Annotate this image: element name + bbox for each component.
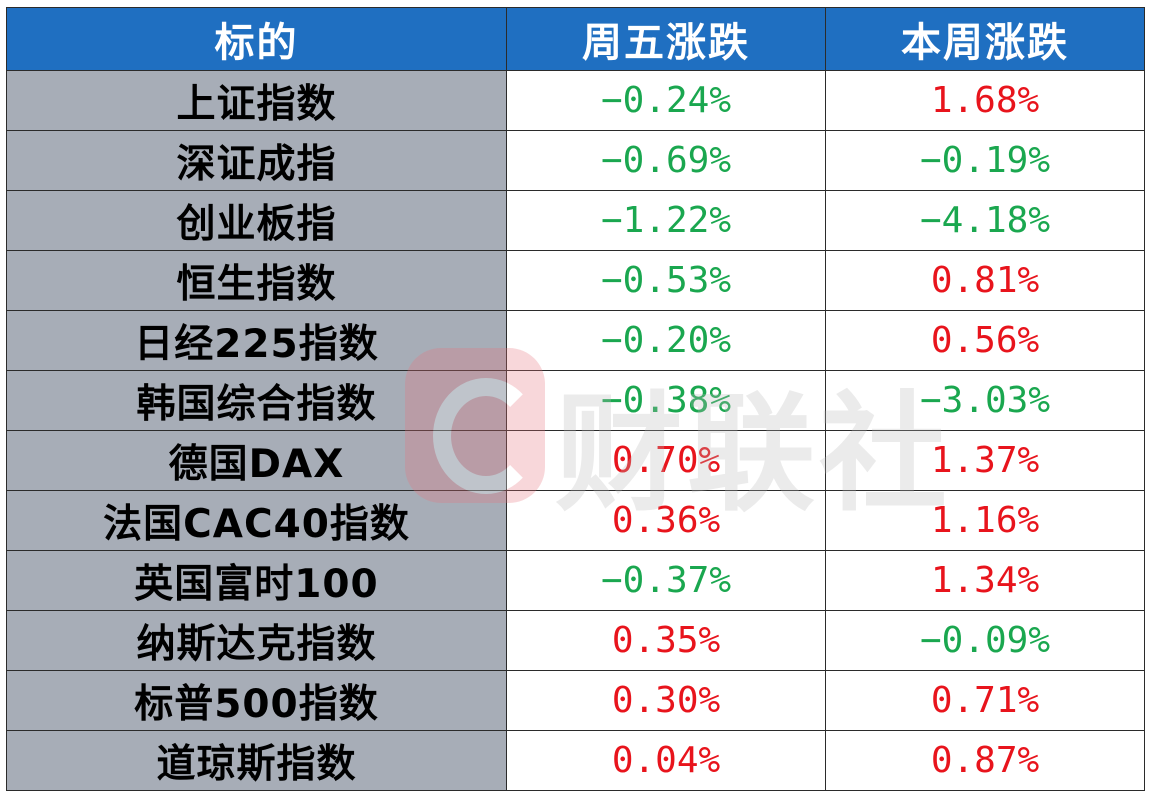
friday-change-value: 0.04% <box>611 740 721 781</box>
table-row: 创业板指 −1.22% −4.18% <box>6 190 1145 251</box>
header-row: 标的 周五涨跌 本周涨跌 <box>6 7 1145 71</box>
weekly-change-value: 0.81% <box>930 260 1040 301</box>
friday-change-value: −0.69% <box>600 140 732 181</box>
friday-change-value: −0.53% <box>600 260 732 301</box>
table-row: 英国富时100 −0.37% 1.34% <box>6 550 1145 611</box>
index-change-table: 标的 周五涨跌 本周涨跌 上证指数 −0.24% 1.68% 深证成指 −0.69% −0… <box>6 7 1145 791</box>
table-row: 标普500指数 0.30% 0.71% <box>6 670 1145 731</box>
weekly-change-value: −0.19% <box>919 140 1051 181</box>
table-row: 上证指数 −0.24% 1.68% <box>6 70 1145 131</box>
friday-change-value: −1.22% <box>600 200 732 241</box>
index-name: 标普500指数 <box>6 670 507 731</box>
index-name: 道琼斯指数 <box>6 730 507 791</box>
friday-change-value: −0.38% <box>600 380 732 421</box>
index-name: 深证成指 <box>6 130 507 191</box>
index-name: 韩国综合指数 <box>6 370 507 431</box>
index-name: 创业板指 <box>6 190 507 251</box>
header-weekly-change: 本周涨跌 <box>825 7 1145 71</box>
weekly-change-value: 1.68% <box>930 80 1040 121</box>
friday-change-value: 0.30% <box>611 680 721 721</box>
table-row: 德国DAX 0.70% 1.37% <box>6 430 1145 491</box>
table-row: 法国CAC40指数 0.36% 1.16% <box>6 490 1145 551</box>
index-name: 德国DAX <box>6 430 507 491</box>
weekly-change-value: 0.71% <box>930 680 1040 721</box>
table-row: 日经225指数 −0.20% 0.56% <box>6 310 1145 371</box>
header-target: 标的 <box>6 7 507 71</box>
weekly-change-value: 0.56% <box>930 320 1040 361</box>
table-row: 纳斯达克指数 0.35% −0.09% <box>6 610 1145 671</box>
table-row: 道琼斯指数 0.04% 0.87% <box>6 730 1145 791</box>
friday-change-value: 0.35% <box>611 620 721 661</box>
friday-change-value: 0.36% <box>611 500 721 541</box>
table-row: 深证成指 −0.69% −0.19% <box>6 130 1145 191</box>
index-name: 恒生指数 <box>6 250 507 311</box>
index-name: 英国富时100 <box>6 550 507 611</box>
weekly-change-value: −3.03% <box>919 380 1051 421</box>
weekly-change-value: −0.09% <box>919 620 1051 661</box>
friday-change-value: 0.70% <box>611 440 721 481</box>
weekly-change-value: −4.18% <box>919 200 1051 241</box>
table-row: 恒生指数 −0.53% 0.81% <box>6 250 1145 311</box>
weekly-change-value: 1.37% <box>930 440 1040 481</box>
weekly-change-value: 0.87% <box>930 740 1040 781</box>
header-friday-change: 周五涨跌 <box>506 7 826 71</box>
index-name: 上证指数 <box>6 70 507 131</box>
weekly-change-value: 1.34% <box>930 560 1040 601</box>
friday-change-value: −0.37% <box>600 560 732 601</box>
index-name: 日经225指数 <box>6 310 507 371</box>
index-name: 纳斯达克指数 <box>6 610 507 671</box>
table-body: 上证指数 −0.24% 1.68% 深证成指 −0.69% −0.19% 创业板指 −1.22… <box>6 70 1145 791</box>
index-name: 法国CAC40指数 <box>6 490 507 551</box>
friday-change-value: −0.24% <box>600 80 732 121</box>
weekly-change-value: 1.16% <box>930 500 1040 541</box>
table-row: 韩国综合指数 −0.38% −3.03% <box>6 370 1145 431</box>
friday-change-value: −0.20% <box>600 320 732 361</box>
